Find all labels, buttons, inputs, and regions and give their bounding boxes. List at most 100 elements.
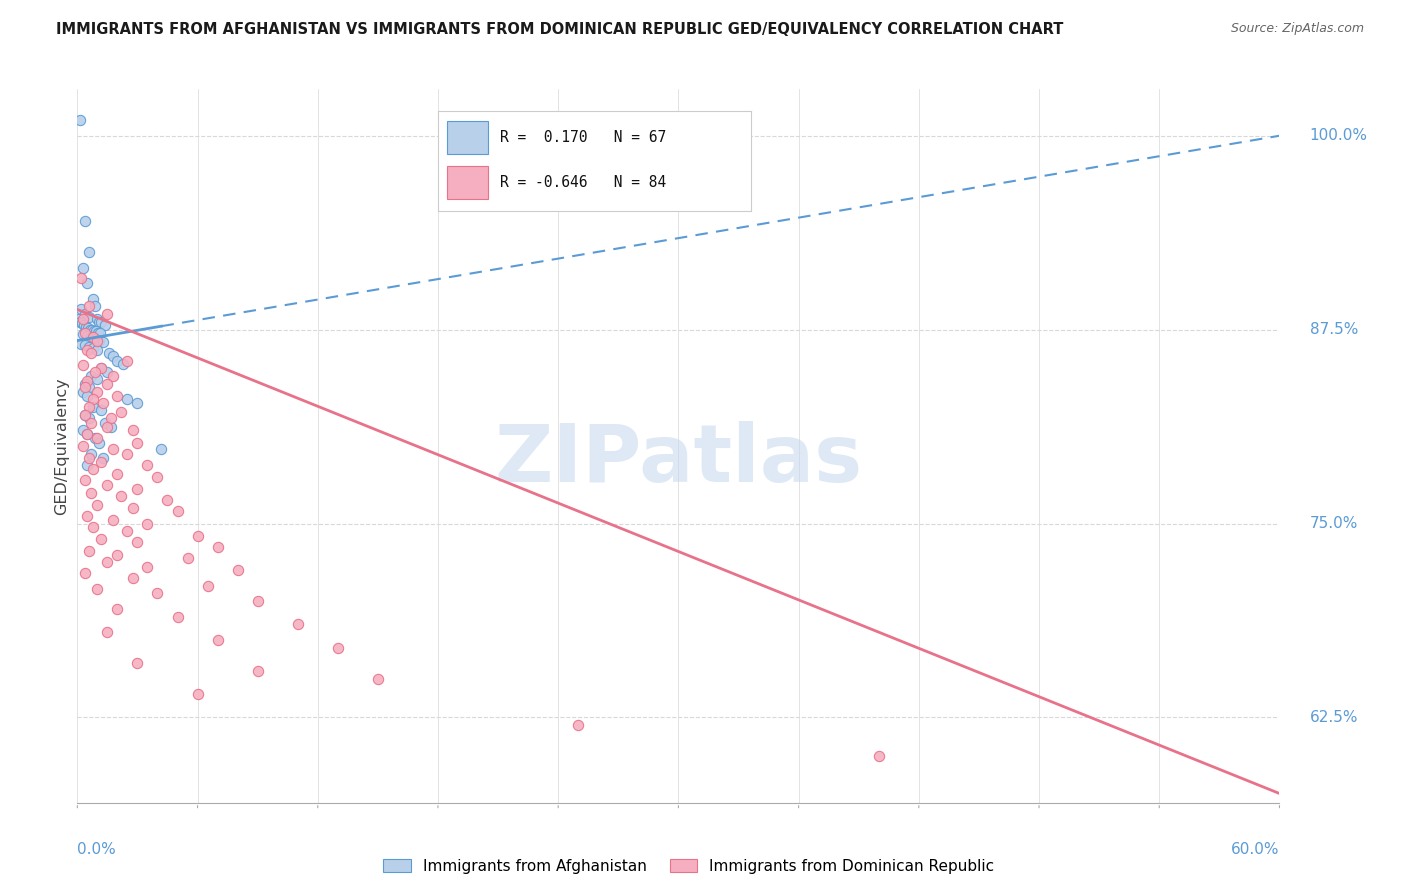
Point	[75, 307, 97, 321]
Point	[76, 458, 98, 472]
Point	[84, 431, 107, 445]
Point	[82, 323, 104, 337]
Point	[93, 451, 115, 466]
Point	[72, 317, 94, 331]
Point	[75, 376, 97, 391]
Point	[80, 416, 103, 430]
Point	[94, 318, 117, 332]
Point	[73, 318, 96, 332]
Text: ZIPatlas: ZIPatlas	[495, 421, 862, 500]
Point	[87, 326, 110, 340]
Point	[103, 442, 125, 456]
Point	[90, 361, 112, 376]
Point	[82, 401, 104, 415]
Point	[86, 311, 108, 326]
Point	[90, 403, 112, 417]
Point	[93, 395, 115, 409]
Text: 75.0%: 75.0%	[1309, 516, 1358, 531]
Point	[127, 656, 149, 670]
Point	[82, 292, 104, 306]
Point	[82, 330, 104, 344]
Point	[226, 563, 249, 577]
Point	[94, 416, 117, 430]
Text: 87.5%: 87.5%	[1309, 322, 1358, 337]
Point	[326, 640, 349, 655]
Point	[80, 369, 103, 384]
Point	[166, 504, 188, 518]
Point	[146, 586, 169, 600]
Text: 0.0%: 0.0%	[77, 841, 117, 856]
Point	[107, 353, 129, 368]
Point	[567, 718, 589, 732]
Point	[79, 299, 101, 313]
Point	[127, 395, 149, 409]
Point	[75, 473, 97, 487]
Point	[82, 392, 104, 407]
Point	[84, 365, 107, 379]
Point	[79, 401, 101, 415]
Point	[79, 380, 101, 394]
Text: 62.5%: 62.5%	[1309, 710, 1358, 725]
Point	[107, 548, 129, 562]
Point	[90, 454, 112, 468]
Point	[70, 336, 93, 351]
Point	[76, 343, 98, 357]
Point	[103, 349, 125, 363]
Point	[69, 315, 91, 329]
Point	[75, 338, 97, 352]
Point	[96, 420, 118, 434]
Point	[127, 483, 149, 497]
Point	[86, 324, 108, 338]
Point	[72, 424, 94, 438]
Point	[70, 271, 93, 285]
Point	[136, 458, 159, 472]
Point	[166, 609, 188, 624]
Point	[136, 516, 159, 531]
Point	[117, 524, 139, 539]
Point	[75, 214, 97, 228]
Point	[76, 374, 98, 388]
Point	[96, 365, 118, 379]
Point	[76, 426, 98, 441]
Point	[146, 470, 169, 484]
Point	[136, 560, 159, 574]
Point	[246, 594, 269, 608]
Point	[76, 276, 98, 290]
Y-axis label: GED/Equivalency: GED/Equivalency	[53, 377, 69, 515]
Point	[80, 447, 103, 461]
Point	[868, 749, 890, 764]
Point	[72, 327, 94, 342]
Point	[79, 411, 101, 425]
Point	[82, 462, 104, 476]
Point	[89, 326, 111, 340]
Point	[103, 369, 125, 384]
Point	[75, 408, 97, 422]
Point	[76, 508, 98, 523]
Point	[77, 321, 100, 335]
Point	[96, 307, 118, 321]
Point	[127, 436, 149, 450]
Text: 60.0%: 60.0%	[1232, 841, 1279, 856]
Text: 100.0%: 100.0%	[1309, 128, 1368, 144]
Point	[117, 447, 139, 461]
Point	[367, 672, 389, 686]
Point	[103, 513, 125, 527]
Point	[86, 582, 108, 596]
Point	[96, 376, 118, 391]
Point	[67, 311, 90, 326]
Point	[86, 372, 108, 386]
Point	[72, 260, 94, 275]
Point	[76, 426, 98, 441]
Point	[89, 436, 111, 450]
Point	[69, 113, 91, 128]
Point	[90, 315, 112, 329]
Point	[89, 315, 111, 329]
Point	[117, 392, 139, 407]
Point	[122, 571, 145, 585]
Point	[112, 357, 135, 371]
Point	[79, 451, 101, 466]
Point	[86, 498, 108, 512]
Point	[75, 326, 97, 340]
Point	[80, 485, 103, 500]
Point	[89, 334, 111, 348]
